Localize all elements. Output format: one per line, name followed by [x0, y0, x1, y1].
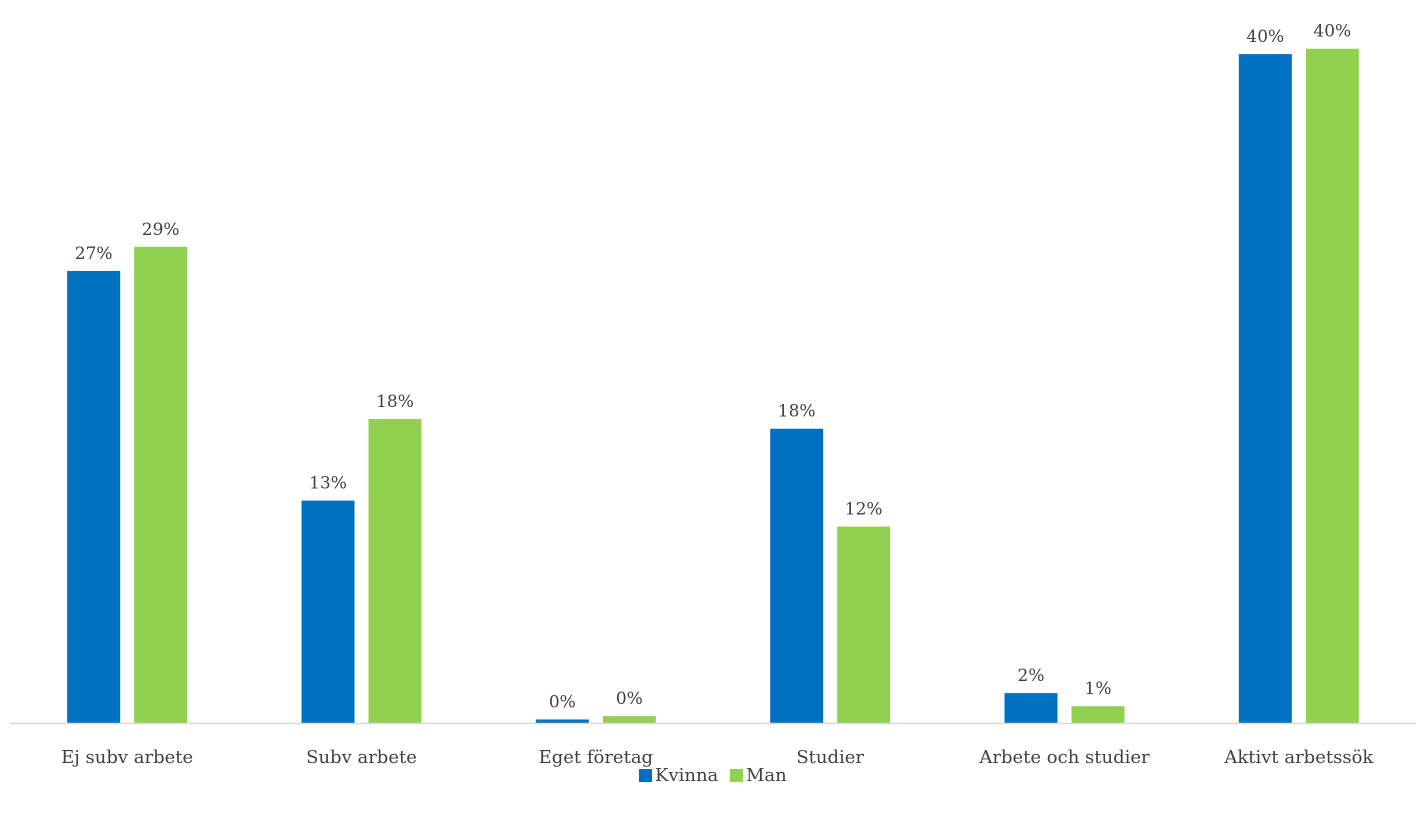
bar-man-2 [602, 716, 656, 723]
bar-kvinna-4 [1004, 693, 1058, 723]
category-label-1: Subv arbete [306, 747, 417, 768]
bar-kvinna-0 [67, 270, 121, 723]
bar-kvinna-1 [301, 500, 355, 723]
data-label-kvinna-2: 0% [549, 692, 576, 712]
legend-label-kvinna: Kvinna [655, 765, 719, 786]
category-labels-group: Ej subv arbete Subv arbete Eget företag Stu… [61, 747, 1374, 768]
data-label-kvinna-3: 18% [778, 402, 816, 422]
bar-kvinna-2 [535, 719, 589, 723]
category-label-3: Studier [796, 747, 864, 768]
bar-man-5 [1305, 48, 1359, 724]
data-label-man-3: 12% [845, 500, 883, 520]
legend-label-man: Man [746, 765, 787, 786]
legend: Kvinna Man [639, 765, 787, 786]
bar-man-1 [368, 419, 422, 723]
category-label-5: Aktivt arbetssök [1223, 747, 1374, 768]
category-label-4: Arbete och studier [978, 747, 1150, 768]
data-label-man-4: 1% [1085, 679, 1112, 699]
bar-man-3 [837, 526, 891, 723]
bars-group [67, 48, 1359, 724]
bar-man-0 [134, 246, 188, 723]
data-label-kvinna-4: 2% [1018, 666, 1045, 686]
bar-man-4 [1071, 706, 1125, 723]
data-label-man-1: 18% [376, 392, 414, 412]
data-label-kvinna-1: 13% [309, 474, 347, 494]
bar-kvinna-3 [770, 428, 824, 723]
category-label-0: Ej subv arbete [61, 747, 193, 768]
data-label-man-0: 29% [142, 220, 180, 240]
category-label-2: Eget företag [539, 747, 654, 768]
bar-kvinna-5 [1238, 54, 1292, 723]
data-label-kvinna-5: 40% [1246, 27, 1284, 47]
data-label-man-5: 40% [1313, 22, 1351, 42]
data-labels-group: 27% 29% 13% 18% 0% 0% 18% 12% 2% 1% 40% 40% [75, 22, 1351, 713]
data-label-man-2: 0% [616, 689, 643, 709]
legend-swatch-kvinna [639, 769, 652, 782]
data-label-kvinna-0: 27% [75, 244, 113, 264]
legend-swatch-man [730, 769, 743, 782]
